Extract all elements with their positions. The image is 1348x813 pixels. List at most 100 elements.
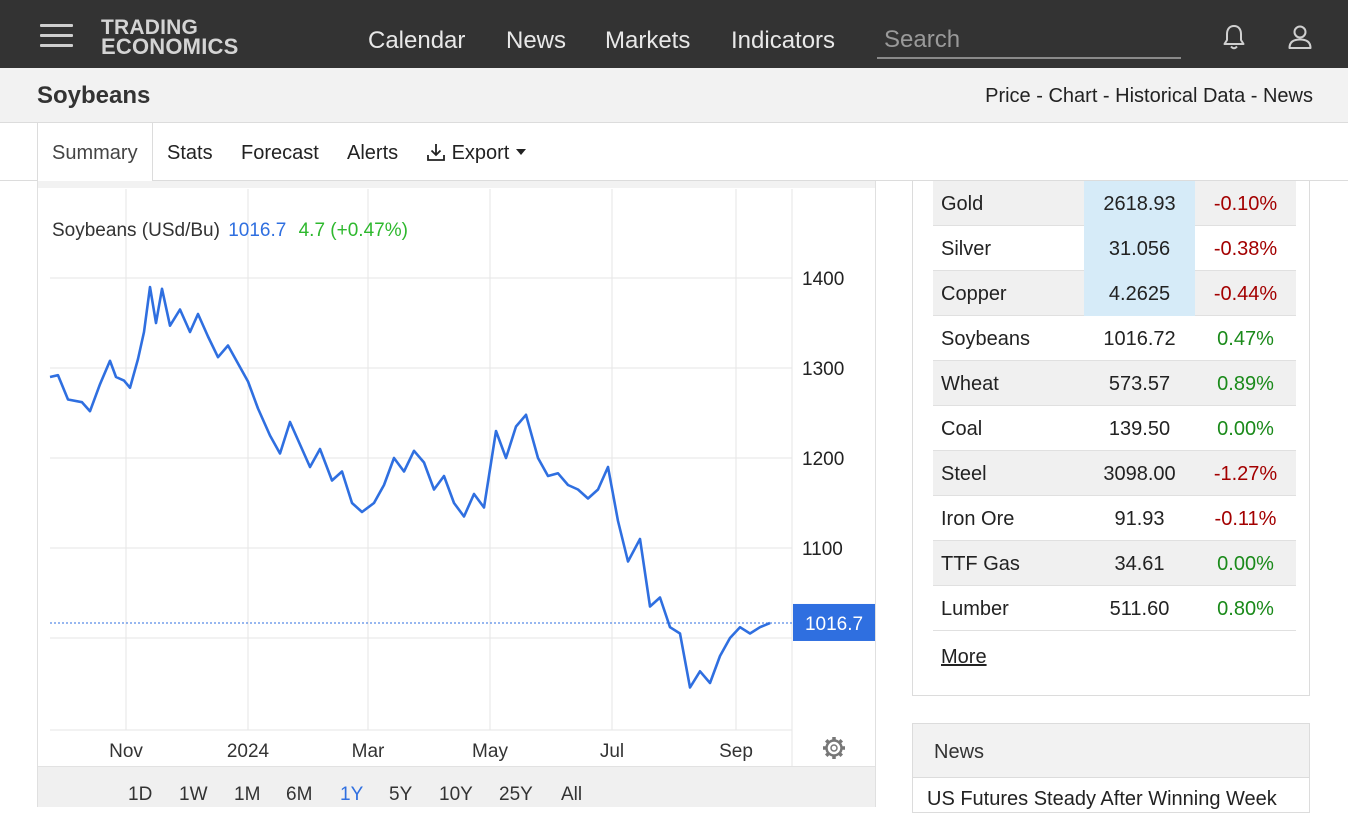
range-button-6m[interactable]: 6M bbox=[286, 784, 313, 805]
table-row[interactable]: TTF Gas 34.61 0.00% bbox=[933, 541, 1296, 586]
more-link[interactable]: More bbox=[941, 646, 987, 668]
y-tick-label: 1400 bbox=[802, 269, 844, 290]
crumb-price[interactable]: Price bbox=[985, 85, 1031, 107]
export-button[interactable]: Export bbox=[426, 142, 527, 165]
chart-top-strip bbox=[38, 181, 875, 188]
chart-legend: Soybeans (USd/Bu) 1016.7 4.7 (+0.47%) bbox=[52, 220, 408, 242]
tab-forecast[interactable]: Forecast bbox=[241, 142, 319, 164]
commodity-name[interactable]: TTF Gas bbox=[941, 553, 1020, 575]
range-button-1d[interactable]: 1D bbox=[128, 784, 153, 805]
range-button-25y[interactable]: 25Y bbox=[499, 784, 533, 805]
user-icon[interactable] bbox=[1285, 22, 1315, 52]
hamburger-menu-icon[interactable] bbox=[40, 24, 73, 48]
logo-line1: TRADING bbox=[101, 16, 199, 39]
export-label: Export bbox=[451, 142, 510, 164]
news-header: News bbox=[913, 724, 1309, 778]
nav-news[interactable]: News bbox=[506, 27, 567, 54]
crumb-historical-data[interactable]: Historical Data bbox=[1115, 85, 1246, 107]
range-button-10y[interactable]: 10Y bbox=[439, 784, 473, 805]
commodity-price: 573.57 bbox=[1108, 373, 1171, 395]
title-bar: Soybeans Price - Chart - Historical Data… bbox=[0, 68, 1348, 123]
commodity-name[interactable]: Wheat bbox=[941, 373, 999, 395]
commodity-name[interactable]: Gold bbox=[941, 193, 984, 215]
commodity-change: -1.27% bbox=[1213, 463, 1278, 485]
tab-bar: Summary Stats Forecast Alerts Export bbox=[0, 123, 1348, 181]
table-row[interactable]: Steel 3098.00 -1.27% bbox=[933, 451, 1296, 496]
commodity-name[interactable]: Lumber bbox=[941, 598, 1009, 620]
x-tick-label: May bbox=[472, 741, 508, 762]
nav-indicators[interactable]: Indicators bbox=[731, 27, 836, 54]
news-box: News US Futures Steady After Winning Wee… bbox=[912, 723, 1310, 813]
range-button-5y[interactable]: 5Y bbox=[389, 784, 413, 805]
current-value-badge bbox=[793, 603, 875, 641]
commodity-change: 0.00% bbox=[1217, 418, 1274, 440]
nav-markets[interactable]: Markets bbox=[605, 27, 691, 54]
y-tick-label: 1200 bbox=[802, 449, 844, 470]
commodity-price: 4.2625 bbox=[1084, 271, 1195, 316]
crumb-chart[interactable]: Chart bbox=[1048, 85, 1098, 107]
commodity-name[interactable]: Coal bbox=[941, 418, 983, 440]
bell-icon[interactable] bbox=[1219, 22, 1249, 52]
commodity-price: 1016.72 bbox=[1103, 328, 1176, 350]
commodity-change: 0.89% bbox=[1217, 373, 1274, 395]
commodity-name[interactable]: Copper bbox=[941, 283, 1007, 305]
commodity-name[interactable]: Soybeans bbox=[941, 328, 1030, 350]
news-header-label: News bbox=[934, 741, 985, 763]
table-row[interactable]: Lumber 511.60 0.80% bbox=[933, 586, 1296, 631]
price-chart[interactable]: Nov 2024 Mar May Jul Sep 1100 1200 1300 1400 1016.… bbox=[38, 181, 875, 766]
top-navbar: TRADING ECONOMICS Calendar News Markets … bbox=[0, 0, 1348, 68]
commodity-change: -0.11% bbox=[1214, 508, 1277, 530]
breadcrumb: Price - Chart - Historical Data - News bbox=[985, 85, 1313, 108]
range-button-1w[interactable]: 1W bbox=[179, 784, 208, 805]
commodity-change: 0.80% bbox=[1217, 598, 1274, 620]
crumb-news[interactable]: News bbox=[1262, 85, 1313, 107]
chart-settings-gear-icon[interactable] bbox=[823, 737, 845, 759]
current-value-label: 1016.7 bbox=[805, 614, 863, 635]
chart-panel: Nov 2024 Mar May Jul Sep 1100 1200 1300 1400 1016.… bbox=[37, 181, 876, 807]
x-tick-label: Jul bbox=[600, 741, 624, 762]
commodity-price: 3098.00 bbox=[1103, 463, 1176, 485]
commodity-price: 2618.93 bbox=[1084, 181, 1195, 226]
range-selector: 1D 1W 1M 6M 1Y 5Y 10Y 25Y All bbox=[38, 766, 875, 807]
tab-alerts[interactable]: Alerts bbox=[347, 142, 399, 164]
page-title: Soybeans bbox=[37, 82, 151, 109]
table-row[interactable]: Gold 2618.93 -0.10% bbox=[933, 181, 1296, 226]
x-tick-label: Nov bbox=[109, 741, 143, 762]
commodity-name[interactable]: Iron Ore bbox=[941, 508, 1015, 530]
commodity-price: 511.60 bbox=[1109, 598, 1170, 620]
commodity-price: 91.93 bbox=[1114, 508, 1165, 530]
commodities-table: Gold 2618.93 -0.10% Silver 31.056 -0.38%… bbox=[912, 181, 1310, 696]
site-logo[interactable]: TRADING ECONOMICS bbox=[101, 16, 239, 59]
commodity-price: 139.50 bbox=[1108, 418, 1171, 440]
commodity-change: -0.10% bbox=[1213, 193, 1278, 215]
chart-title: Soybeans (USd/Bu) bbox=[52, 220, 220, 241]
search-input[interactable] bbox=[877, 22, 1181, 59]
crumb-separator: - bbox=[1245, 85, 1263, 107]
news-item[interactable]: US Futures Steady After Winning Week bbox=[927, 788, 1277, 810]
x-tick-label: 2024 bbox=[227, 741, 270, 762]
range-button-1m[interactable]: 1M bbox=[234, 784, 261, 805]
table-row[interactable]: Coal 139.50 0.00% bbox=[933, 406, 1296, 451]
commodity-name[interactable]: Silver bbox=[941, 238, 992, 260]
x-tick-label: Mar bbox=[352, 741, 385, 762]
commodity-change: -0.44% bbox=[1213, 283, 1278, 305]
x-tick-label: Sep bbox=[719, 741, 753, 762]
range-button-1y[interactable]: 1Y bbox=[340, 784, 364, 805]
commodity-price: 34.61 bbox=[1114, 553, 1165, 575]
tab-stats[interactable]: Stats bbox=[167, 142, 213, 164]
range-button-all[interactable]: All bbox=[561, 784, 583, 805]
table-row[interactable]: Wheat 573.57 0.89% bbox=[933, 361, 1296, 406]
commodity-name[interactable]: Steel bbox=[941, 463, 987, 485]
price-series-line bbox=[49, 285, 771, 689]
logo-line2: ECONOMICS bbox=[101, 34, 239, 59]
commodity-change: 0.47% bbox=[1217, 328, 1274, 350]
y-tick-label: 1300 bbox=[802, 359, 844, 380]
nav-calendar[interactable]: Calendar bbox=[368, 27, 466, 54]
table-row[interactable]: Copper 4.2625 -0.44% bbox=[933, 271, 1296, 316]
table-row[interactable]: Iron Ore 91.93 -0.11% bbox=[933, 496, 1296, 541]
crumb-separator: - bbox=[1097, 85, 1116, 107]
table-row[interactable]: Silver 31.056 -0.38% bbox=[933, 226, 1296, 271]
table-row[interactable]: Soybeans 1016.72 0.47% bbox=[933, 316, 1296, 361]
tab-summary[interactable]: Summary bbox=[37, 123, 153, 181]
commodity-price: 31.056 bbox=[1084, 226, 1195, 271]
